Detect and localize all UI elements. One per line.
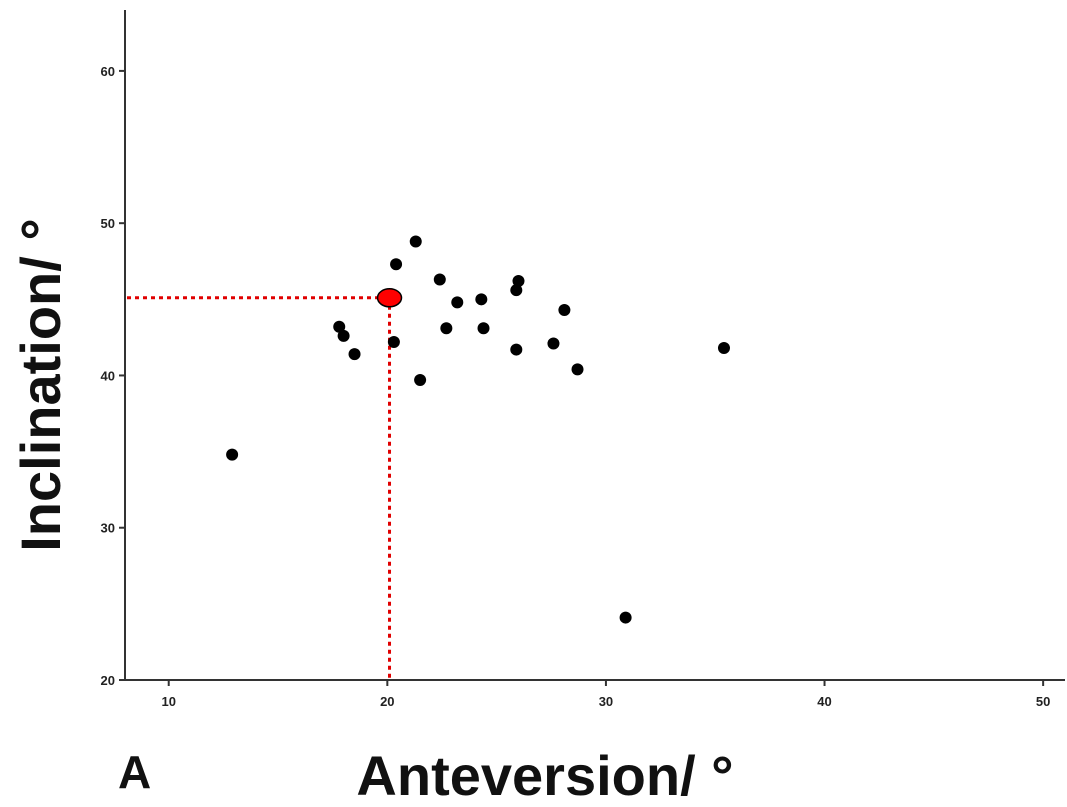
- data-point: [619, 611, 632, 624]
- data-point: [558, 303, 571, 316]
- y-tick-label: 60: [101, 64, 115, 79]
- data-point: [433, 273, 446, 286]
- data-point: [717, 342, 730, 355]
- highlight-point: [376, 288, 403, 308]
- y-tick-label: 20: [101, 673, 115, 688]
- axes: 20 30 40 50 60 10 20 30 40 50: [101, 10, 1065, 709]
- data-point: [387, 335, 400, 348]
- data-point: [390, 258, 403, 271]
- y-tick-label: 50: [101, 216, 115, 231]
- x-tick-label: 20: [380, 694, 394, 709]
- data-point: [510, 284, 523, 297]
- data-point: [510, 343, 523, 356]
- data-point: [337, 329, 350, 342]
- highlight-guides: [127, 296, 392, 680]
- data-point: [512, 275, 525, 288]
- y-axis-title: Inclination/ °: [9, 218, 72, 552]
- y-tick-label: 40: [101, 368, 115, 383]
- data-point: [571, 363, 584, 376]
- data-point: [348, 348, 361, 361]
- data-point: [440, 322, 453, 335]
- x-tick-label: 30: [599, 694, 613, 709]
- data-point: [226, 448, 239, 461]
- x-tick-label: 40: [817, 694, 831, 709]
- data-point: [451, 296, 464, 309]
- y-tick-label: 30: [101, 521, 115, 536]
- data-point: [414, 374, 427, 387]
- x-axis-title: Anteversion/ °: [356, 744, 733, 807]
- data-points: [226, 235, 730, 624]
- panel-label: A: [118, 746, 151, 798]
- data-point: [333, 320, 346, 333]
- data-point: [477, 322, 490, 335]
- data-point: [547, 337, 560, 350]
- data-point: [409, 235, 422, 248]
- highlight-point-group: [376, 288, 403, 308]
- x-tick-label: 50: [1036, 694, 1050, 709]
- x-tick-label: 10: [161, 694, 175, 709]
- data-point: [475, 293, 488, 306]
